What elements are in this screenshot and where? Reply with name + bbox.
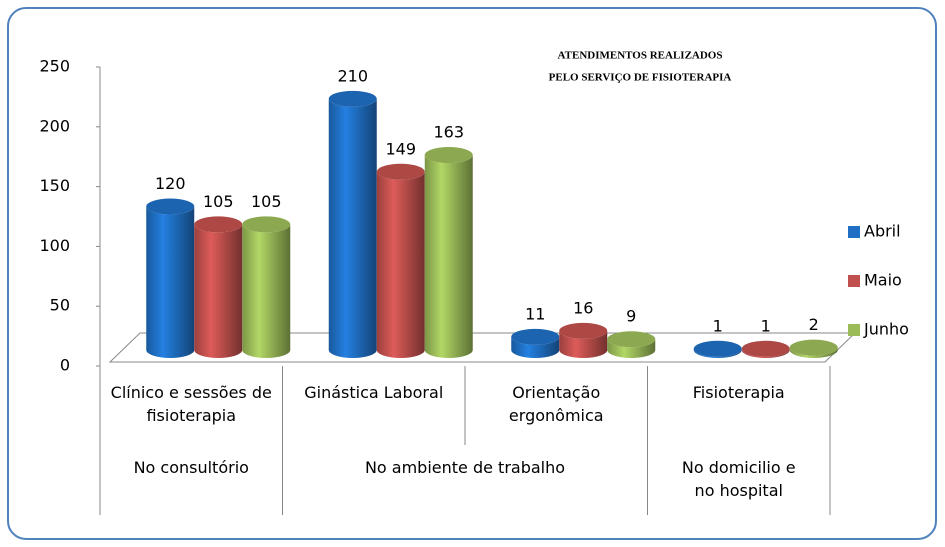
legend-swatch xyxy=(848,275,860,287)
legend-swatch xyxy=(848,226,860,238)
bar-top xyxy=(328,90,377,107)
data-label: 11 xyxy=(525,304,545,323)
data-label: 105 xyxy=(203,192,234,211)
category-label: Ginástica Laboral xyxy=(304,383,444,402)
group-label: No ambiente de trabalho xyxy=(364,458,566,477)
bar-top xyxy=(424,147,473,164)
legend-swatch xyxy=(848,324,860,336)
bar-top xyxy=(693,340,742,357)
data-label: 105 xyxy=(251,192,282,211)
category-label: Clínico e sessões de fisioterapia xyxy=(110,383,272,425)
bar xyxy=(328,98,377,358)
data-label: 2 xyxy=(809,315,819,334)
bar-top xyxy=(607,331,656,348)
bar-top xyxy=(146,198,195,215)
bar xyxy=(789,347,838,358)
category-label: Fisioterapia xyxy=(692,383,785,402)
data-label: 1 xyxy=(761,316,771,335)
legend-label: Junho xyxy=(863,320,909,339)
bar xyxy=(146,206,195,358)
bar-top xyxy=(511,328,560,345)
bar-top xyxy=(242,216,291,233)
bar xyxy=(194,224,243,358)
bar xyxy=(607,339,656,358)
y-tick-label: 250 xyxy=(39,57,70,76)
bar xyxy=(376,171,425,358)
data-label: 149 xyxy=(385,139,416,158)
legend-label: Abril xyxy=(864,222,901,241)
chart-title: ATENDIMENTOS REALIZADOS xyxy=(558,50,723,62)
y-tick-label: 150 xyxy=(39,176,70,195)
data-label: 120 xyxy=(155,174,186,193)
bar xyxy=(511,336,560,358)
bar xyxy=(559,330,608,358)
legend-label: Maio xyxy=(864,271,902,290)
category-label: Orientação ergonômica xyxy=(508,383,604,425)
data-label: 9 xyxy=(626,307,636,326)
group-label: No domicilio e no hospital xyxy=(681,458,796,500)
y-tick-label: 200 xyxy=(39,116,70,135)
y-tick-label: 0 xyxy=(60,356,70,375)
data-label: 163 xyxy=(433,123,464,142)
bar xyxy=(242,224,291,358)
data-label: 210 xyxy=(337,66,368,85)
data-label: 16 xyxy=(573,298,593,317)
bar-top xyxy=(741,340,790,357)
y-tick-label: 100 xyxy=(39,236,70,255)
bar-top xyxy=(376,163,425,180)
group-label: No consultório xyxy=(133,458,249,477)
bar xyxy=(424,155,473,358)
bar-top xyxy=(194,216,243,233)
y-tick-label: 50 xyxy=(50,296,70,315)
bar-top xyxy=(559,322,608,339)
data-label: 1 xyxy=(713,316,723,335)
chart-title: PELO SERVIÇO DE FISIOTERAPIA xyxy=(549,72,732,84)
bar-top xyxy=(789,339,838,356)
